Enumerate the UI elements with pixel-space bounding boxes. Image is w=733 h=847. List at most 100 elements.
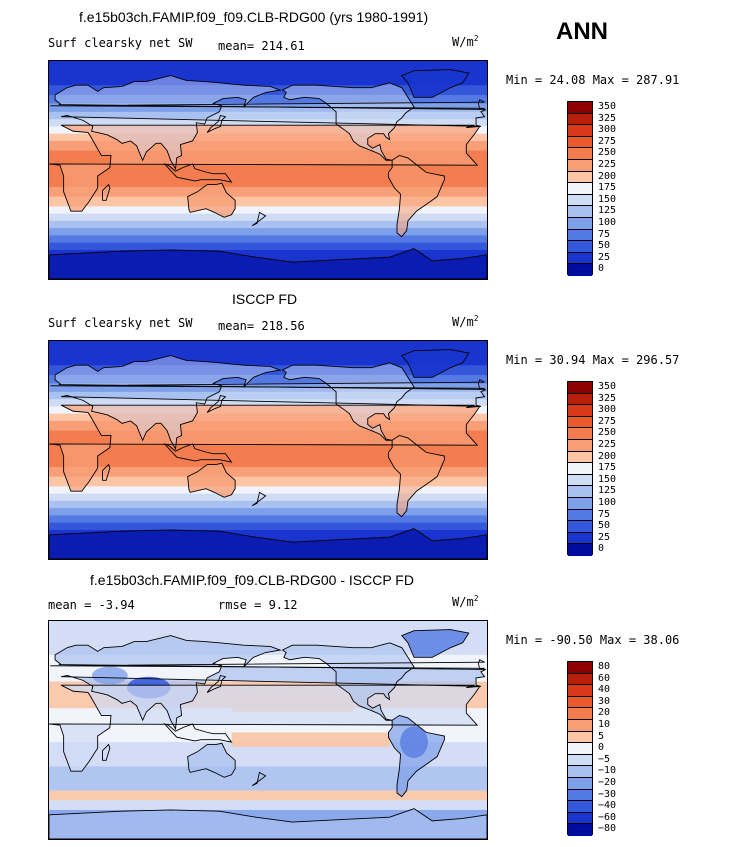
panel3-rmse: rmse = 9.12 [218, 598, 298, 612]
coastline-australia [187, 182, 236, 218]
colorbar-swatch [568, 451, 592, 464]
colorbar-swatch [568, 812, 592, 825]
coastline-greenland [401, 349, 470, 378]
coastline-greenland [401, 69, 470, 98]
colorbar-swatch [568, 136, 592, 149]
panel3-mean: mean = -3.94 [48, 598, 135, 612]
colorbar-label: −10 [598, 765, 617, 777]
coastline-nz [251, 771, 267, 787]
panel3-units: W/m2 [452, 594, 479, 609]
colorbar-swatch [568, 754, 592, 767]
colorbar-swatch [568, 102, 592, 114]
panel1-units: W/m2 [452, 34, 479, 49]
panel1-map [48, 60, 488, 280]
colorbar-label: 100 [598, 497, 617, 508]
colorbar-label: 75 [598, 508, 611, 520]
coastline-indonesia [163, 443, 233, 463]
colorbar-swatch [568, 194, 592, 207]
colorbar-label: 300 [598, 404, 617, 416]
colorbar-swatch [568, 521, 592, 533]
colorbar-label: 275 [598, 135, 617, 147]
colorbar-label: 30 [598, 695, 611, 707]
colorbar-swatch [568, 719, 592, 732]
coastline-nz [251, 211, 267, 227]
coastline-namerica [281, 642, 415, 721]
colorbar-swatch [568, 125, 592, 137]
colorbar-label: 250 [598, 427, 617, 439]
colorbar-swatch [568, 731, 592, 744]
colorbar-label: 250 [598, 147, 617, 159]
colorbar-swatch [568, 159, 592, 172]
colorbar-label: 0 [598, 263, 605, 275]
panel2-colorbar [567, 381, 593, 556]
coastline-eurasia [54, 355, 487, 451]
colorbar-label: 25 [598, 531, 611, 543]
coastline-antarctica [49, 808, 487, 839]
coastline-antarctica [49, 248, 487, 279]
coastline-africa [49, 124, 481, 212]
colorbar-label: 125 [598, 485, 617, 497]
panel3-title: f.e15b03ch.FAMIP.f09_f09.CLB-RDG00 - ISC… [90, 572, 414, 588]
coastline-namerica [281, 82, 415, 161]
colorbar-swatch [568, 463, 592, 475]
colorbar-label: −30 [598, 788, 617, 800]
colorbar-label: 60 [598, 672, 611, 684]
coastline-australia [187, 742, 236, 778]
coastline-eurasia [54, 75, 487, 171]
colorbar-swatch [568, 183, 592, 195]
colorbar-label: 200 [598, 450, 617, 462]
colorbar-swatch [568, 252, 592, 265]
coastline-samerica [388, 714, 445, 798]
panel1-mean: mean= 214.61 [218, 39, 305, 53]
colorbar-swatch [568, 486, 592, 498]
colorbar-label: 40 [598, 684, 611, 696]
colorbar-label: 50 [598, 520, 611, 532]
colorbar-swatch [568, 382, 592, 394]
colorbar-label: 0 [598, 742, 605, 754]
coastline-japan [206, 114, 227, 133]
colorbar-swatch [568, 393, 592, 406]
coastline-uk [50, 379, 485, 390]
panel3-colorbar [567, 661, 593, 836]
colorbar-swatch [568, 439, 592, 452]
panel1-colorbar [567, 101, 593, 276]
colorbar-label: 125 [598, 205, 617, 217]
colorbar-swatch [568, 544, 592, 556]
coastline-samerica [388, 154, 445, 238]
colorbar-swatch [568, 148, 592, 160]
colorbar-swatch [568, 497, 592, 510]
colorbar-swatch [568, 428, 592, 440]
colorbar-label: 175 [598, 462, 617, 474]
colorbar-swatch [568, 241, 592, 253]
coastline-japan [206, 394, 227, 413]
panel1-title: f.e15b03ch.FAMIP.f09_f09.CLB-RDG00 (yrs … [79, 9, 429, 25]
coastline-namerica [281, 362, 415, 441]
colorbar-swatch [568, 673, 592, 686]
panel2-variable: Surf clearsky net SW [48, 316, 193, 330]
colorbar-swatch [568, 824, 592, 836]
colorbar-label: 150 [598, 193, 617, 205]
panel3-minmax: Min = -90.50 Max = 38.06 [506, 633, 680, 647]
colorbar-label: 225 [598, 439, 617, 450]
panel1-minmax: Min = 24.08 Max = 287.91 [506, 73, 680, 87]
colorbar-swatch [568, 206, 592, 218]
colorbar-label: 100 [598, 217, 617, 228]
colorbar-label: −60 [598, 811, 617, 823]
coastline-antarctica [49, 528, 487, 559]
coastline-africa [49, 404, 481, 492]
colorbar-swatch [568, 801, 592, 813]
colorbar-label: 300 [598, 124, 617, 136]
colorbar-label: 325 [598, 392, 617, 404]
colorbar-swatch [568, 708, 592, 720]
colorbar-swatch [568, 405, 592, 417]
colorbar-label: 80 [598, 661, 611, 672]
colorbar-swatch [568, 696, 592, 709]
coastline-indonesia [163, 723, 233, 743]
panel3-map [48, 620, 488, 840]
colorbar-label: −40 [598, 800, 617, 812]
colorbar-swatch [568, 685, 592, 697]
colorbar-label: 0 [598, 543, 605, 555]
colorbar-swatch [568, 217, 592, 230]
panel2-units: W/m2 [452, 314, 479, 329]
colorbar-label: 50 [598, 240, 611, 252]
